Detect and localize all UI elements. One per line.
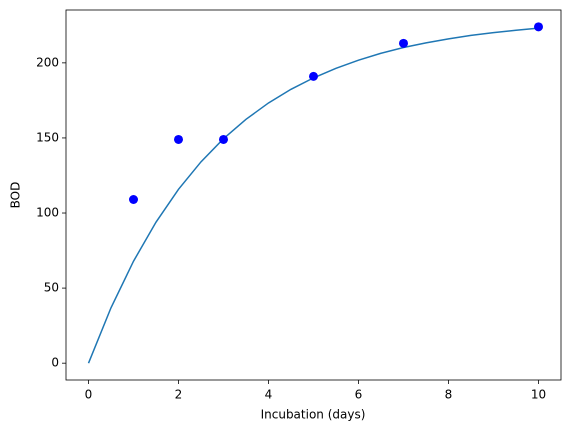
x-tick-label: 4 — [265, 388, 273, 402]
x-tick-label: 0 — [85, 388, 93, 402]
x-tick-label: 6 — [355, 388, 363, 402]
plot-frame — [65, 9, 562, 381]
x-axis-label: Incubation (days) — [261, 408, 366, 422]
y-tick-label: 0 — [51, 356, 59, 370]
y-tick-label: 150 — [36, 130, 59, 144]
data-point — [399, 38, 408, 48]
x-tick-label: 10 — [531, 388, 546, 402]
data-point — [309, 71, 318, 81]
x-tick-label: 2 — [175, 388, 183, 402]
y-tick-label: 100 — [36, 206, 59, 220]
data-point — [174, 134, 183, 144]
y-tick-label: 50 — [44, 281, 59, 295]
data-point — [129, 195, 138, 205]
x-tick-label: 8 — [445, 388, 453, 402]
data-point — [534, 22, 543, 32]
data-point — [219, 134, 228, 144]
y-axis-label: BOD — [9, 182, 23, 209]
y-tick-label: 200 — [36, 55, 59, 69]
